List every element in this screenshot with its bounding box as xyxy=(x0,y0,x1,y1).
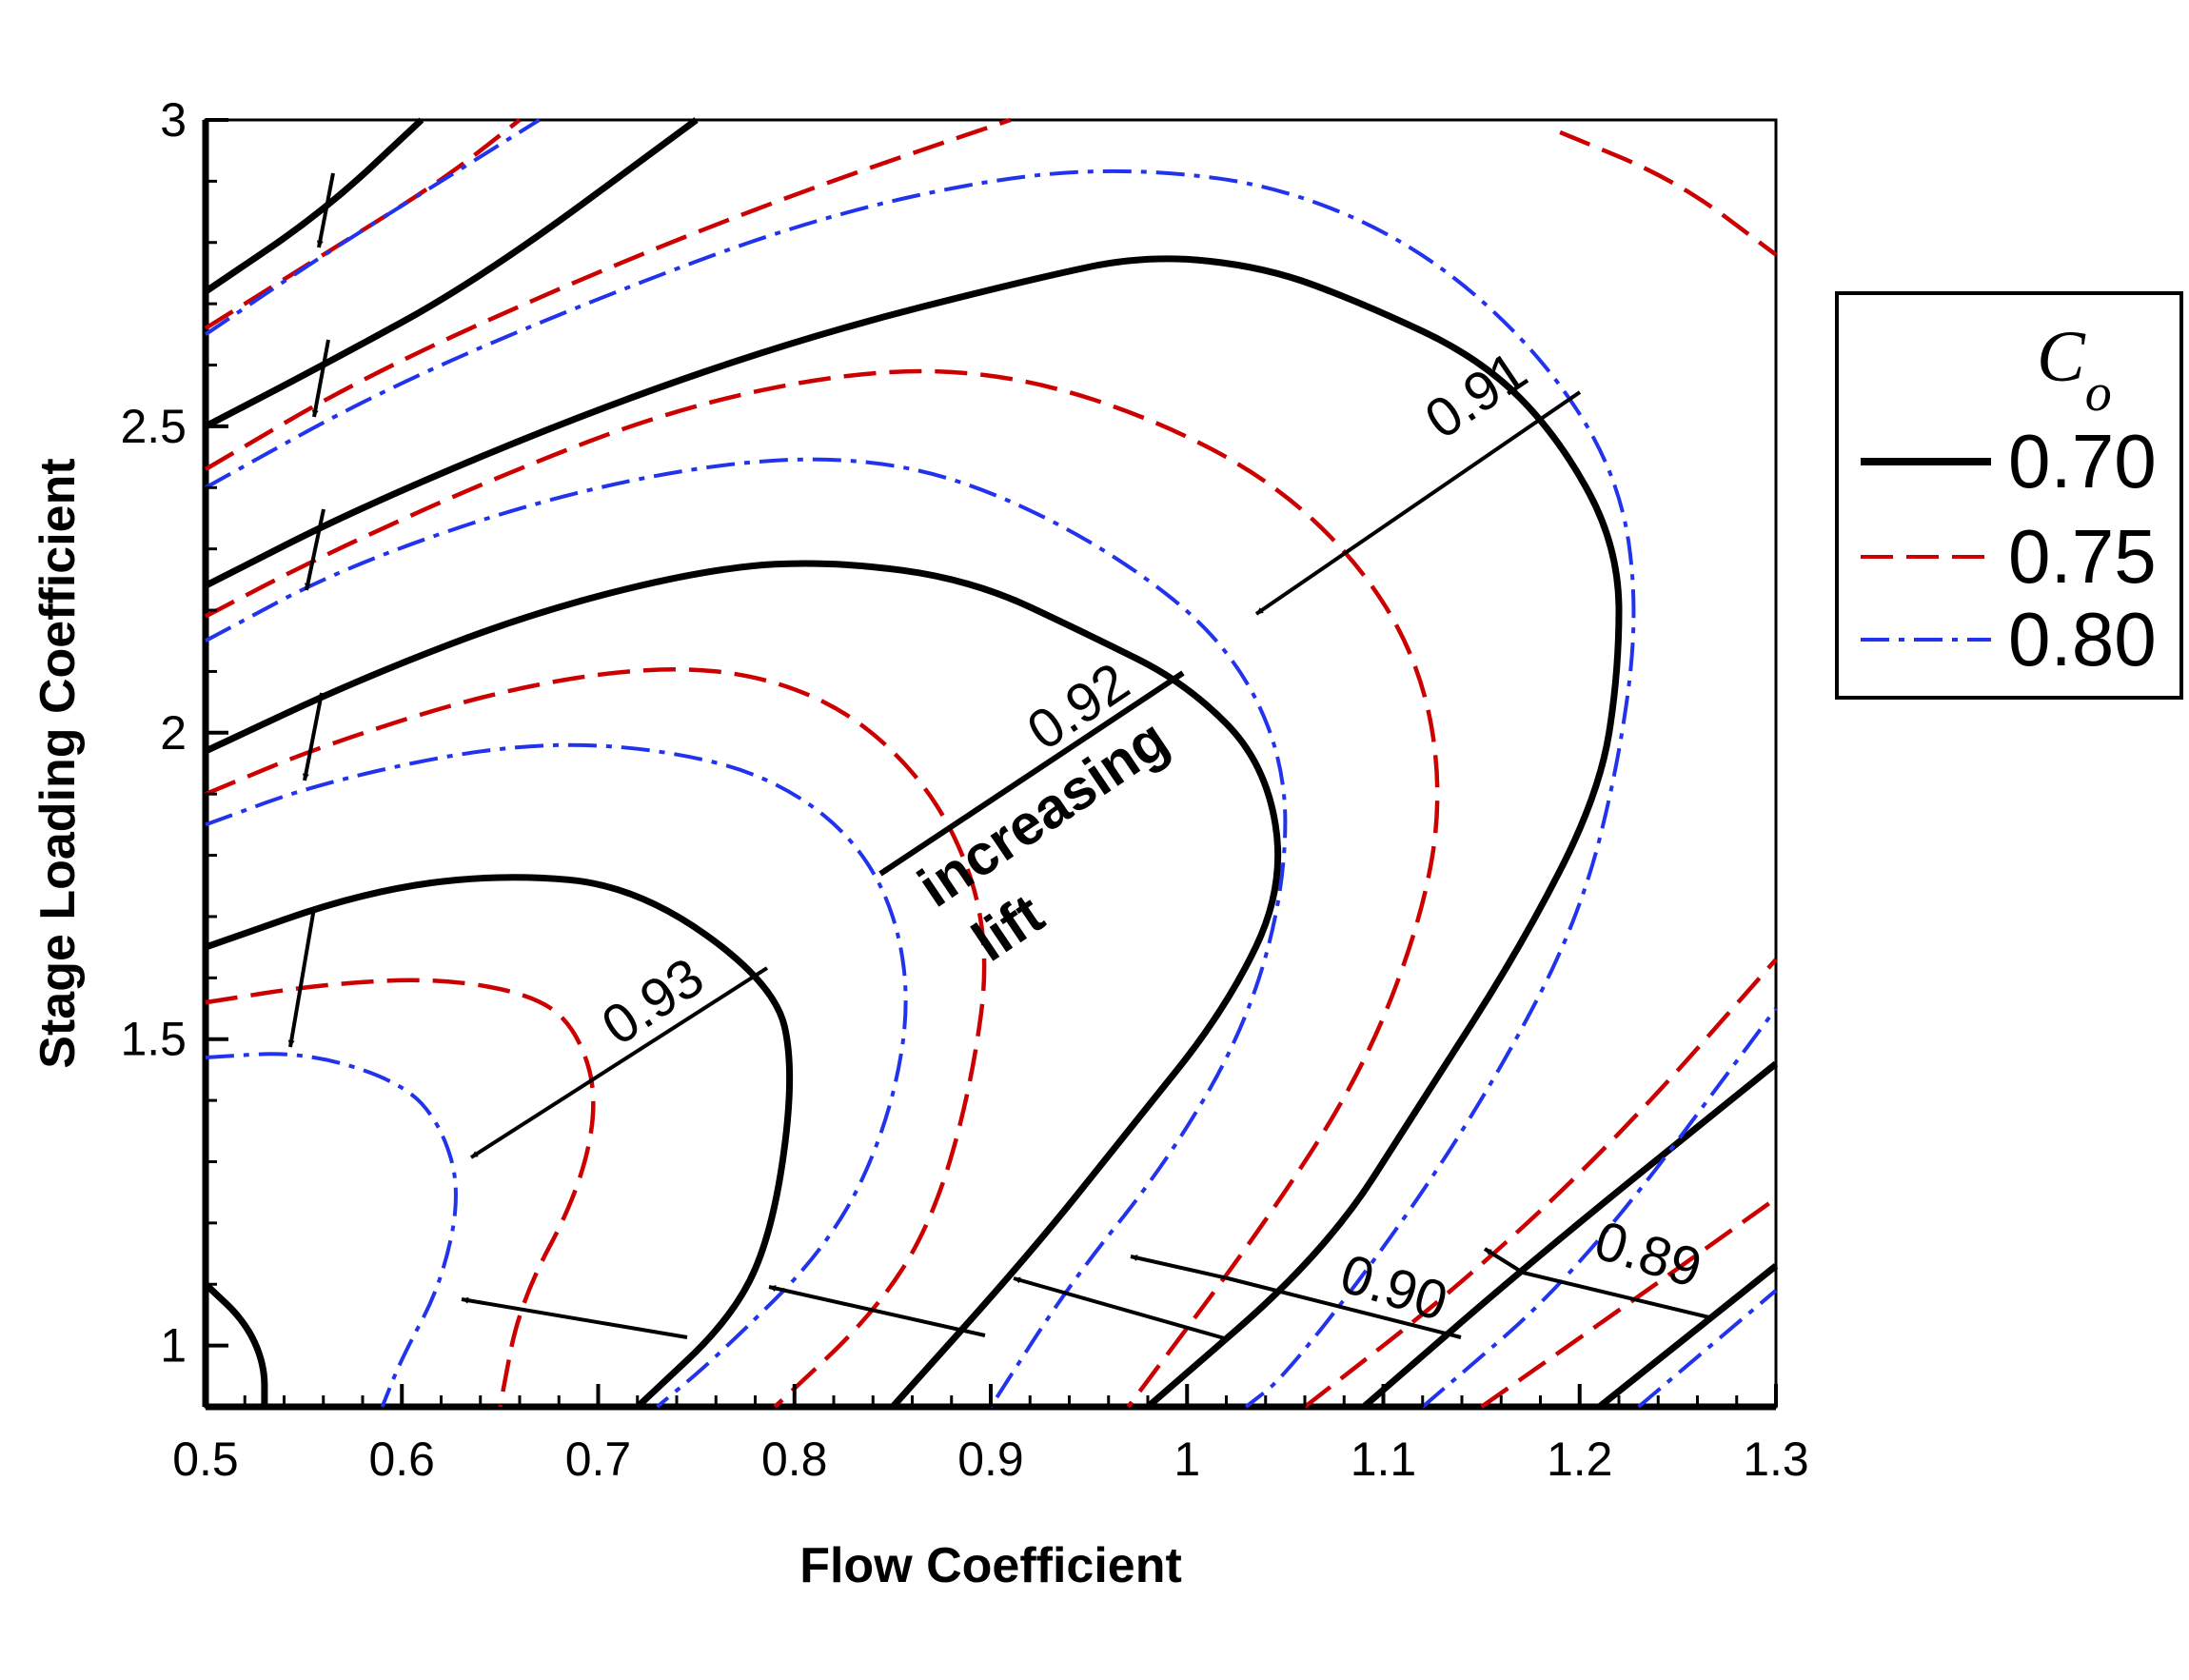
plot-frame xyxy=(204,118,1778,1409)
contour-line-080-3 xyxy=(205,168,1636,1409)
legend-box xyxy=(1835,291,2183,700)
efficiency-arrow-091 xyxy=(1254,390,1582,616)
contour-line-075-6 xyxy=(1480,1196,1778,1409)
contour-line-070-0 xyxy=(203,1281,268,1407)
x-axis-title: Flow Coefficient xyxy=(799,1538,1182,1593)
legend-label-080: 0.80 xyxy=(2008,597,2157,682)
legend-label-075: 0.75 xyxy=(2008,514,2157,599)
y-axis-title: Stage Loading Coefficient xyxy=(30,458,86,1068)
efficiency-arrow-090-lower xyxy=(1013,1276,1229,1341)
contour-line-075-0 xyxy=(205,978,596,1408)
efficiency-arrow-top-5 xyxy=(287,907,316,1048)
x-tick-label: 0.8 xyxy=(761,1433,828,1486)
efficiency-arrow-top-2 xyxy=(311,339,330,418)
contour-line-070-2 xyxy=(204,560,1282,1410)
efficiency-label-089: 0.89 xyxy=(1588,1209,1708,1299)
x-tick-label: 0.5 xyxy=(172,1433,239,1486)
contour-line-070-3 xyxy=(204,255,1623,1410)
efficiency-label-090: 0.90 xyxy=(1333,1242,1454,1333)
contour-line-070-5 xyxy=(204,117,424,295)
legend-label-070: 0.70 xyxy=(2008,419,2157,504)
contour-line-075-2 xyxy=(204,368,1440,1409)
contour-line-080-4 xyxy=(204,118,541,336)
y-tick-label: 1 xyxy=(160,1319,187,1373)
contour-line-075-7 xyxy=(1559,129,1778,257)
contour-line-080-5 xyxy=(1421,1007,1778,1409)
contour-line-080-6 xyxy=(1637,1289,1778,1409)
contour-line-070-6 xyxy=(1361,1060,1779,1410)
contour-line-075-4 xyxy=(204,118,522,330)
efficiency-lines xyxy=(287,172,1714,1341)
x-tick-label: 1.1 xyxy=(1351,1433,1417,1486)
y-tick-label: 2 xyxy=(160,706,187,760)
efficiency-arrow-091-lower xyxy=(768,1285,986,1337)
y-tick-label: 1.5 xyxy=(120,1013,187,1066)
contour-line-070-4 xyxy=(204,117,699,430)
contour-line-075-3 xyxy=(204,117,1012,471)
legend-title: Co xyxy=(2037,317,2112,423)
x-tick-label: 0.7 xyxy=(565,1433,632,1486)
y-tick-label: 2.5 xyxy=(120,400,187,453)
efficiency-arrow-089 xyxy=(1483,1247,1714,1320)
x-tick-label: 0.6 xyxy=(368,1433,435,1486)
x-tick-label: 1.2 xyxy=(1547,1433,1613,1486)
contour-line-080-0 xyxy=(205,1052,458,1408)
contour-line-070-7 xyxy=(1597,1263,1779,1410)
efficiency-arrow-093 xyxy=(469,966,769,1159)
y-tick-label: 3 xyxy=(160,93,187,147)
contour-line-070-1 xyxy=(204,874,794,1410)
x-tick-label: 1 xyxy=(1173,1433,1200,1486)
contour-line-075-1 xyxy=(205,667,987,1409)
x-tick-label: 0.9 xyxy=(957,1433,1024,1486)
contour-line-080-2 xyxy=(205,457,1288,1409)
efficiency-arrow-092-lower xyxy=(461,1296,688,1339)
efficiency-arrow-top-4 xyxy=(302,692,324,781)
x-tick-label: 1.3 xyxy=(1743,1433,1809,1486)
contour-line-080-1 xyxy=(205,742,908,1409)
legend: Co 0.70 0.75 0.80 xyxy=(1835,291,2183,700)
axis-ticks: 0.5 0.6 0.7 0.8 0.9 1 1.1 1.2 1.3 1 1.5 2 2.5 3 xyxy=(120,93,1808,1486)
efficiency-labels: 0.91 0.92 0.93 0.90 0.89 increasing lift xyxy=(591,340,1708,1334)
efficiency-arrow-top-3 xyxy=(305,508,325,591)
efficiency-arrow-090 xyxy=(1130,1255,1462,1339)
contour-line-075-5 xyxy=(1303,958,1778,1409)
efficiency-arrow-092 xyxy=(878,670,1185,877)
contour-lines xyxy=(203,117,1779,1410)
efficiency-arrow-top-1 xyxy=(316,172,335,248)
